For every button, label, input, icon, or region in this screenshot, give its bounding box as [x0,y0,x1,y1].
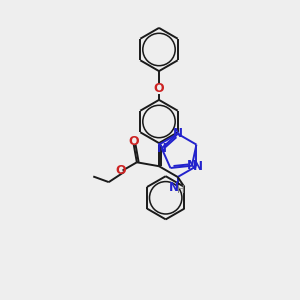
Text: N: N [187,159,197,172]
Text: O: O [128,135,139,148]
Text: N: N [193,160,203,173]
Text: O: O [154,82,164,95]
Text: O: O [116,164,126,177]
Text: N: N [173,127,183,140]
Text: N: N [169,181,179,194]
Text: H: H [177,185,184,195]
Text: N: N [157,142,167,155]
